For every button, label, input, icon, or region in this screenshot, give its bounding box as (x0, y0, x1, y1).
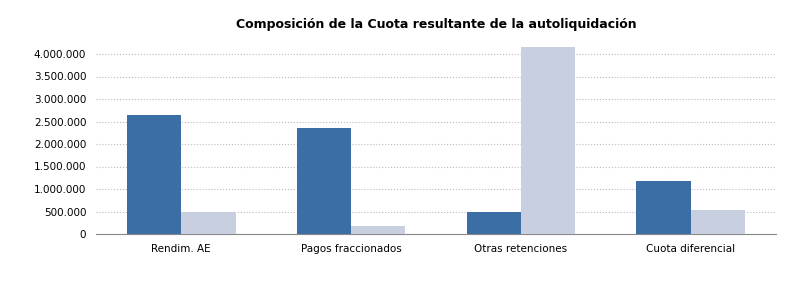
Bar (297, 128, 351, 234)
Bar (351, 226, 406, 234)
Bar (636, 181, 690, 234)
Bar (690, 210, 745, 234)
Bar (127, 115, 182, 234)
Bar (466, 212, 521, 234)
Bar (521, 47, 575, 234)
Bar (182, 212, 236, 234)
Title: Composición de la Cuota resultante de la autoliquidación: Composición de la Cuota resultante de la… (236, 18, 636, 31)
